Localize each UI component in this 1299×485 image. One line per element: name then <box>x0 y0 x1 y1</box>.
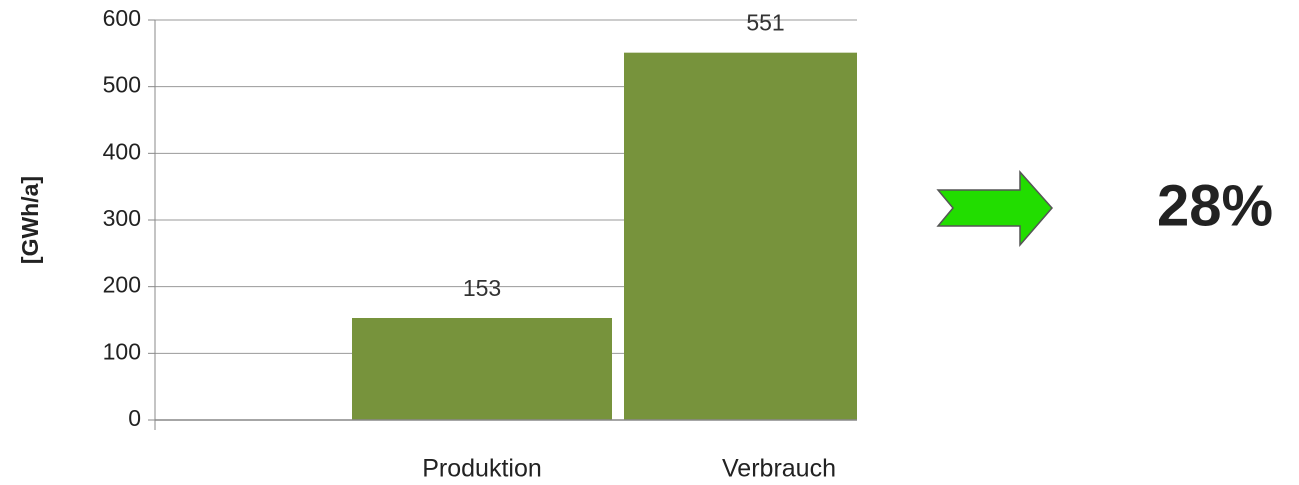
x-tick-label: Produktion <box>422 455 542 483</box>
arrow <box>936 170 1053 248</box>
value-label: 153 <box>463 275 501 301</box>
bar <box>624 52 857 421</box>
value-label: 551 <box>746 10 784 36</box>
y-tick-label: 600 <box>103 5 141 31</box>
y-tick-label: 500 <box>103 72 141 98</box>
x-tick-label: Verbrauch <box>722 455 836 483</box>
y-tick-label: 300 <box>103 205 141 231</box>
y-tick-label: 200 <box>103 272 141 298</box>
annotation: 28% <box>1157 173 1273 238</box>
bar <box>352 318 612 420</box>
y-tick-label: 400 <box>103 138 141 164</box>
y-tick-label: 0 <box>128 405 141 431</box>
y-axis-label: [GWh/a] <box>17 176 43 264</box>
y-tick-label: 100 <box>103 338 141 364</box>
